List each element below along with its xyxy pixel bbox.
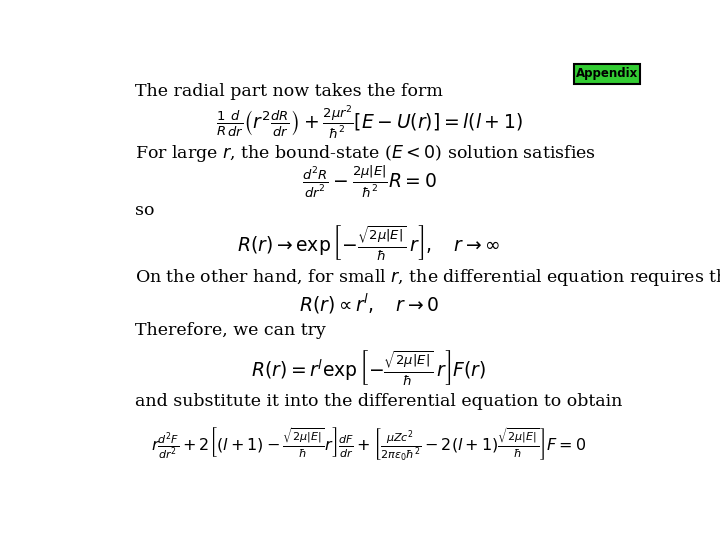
Text: For large $r$, the bound-state ($E < 0$) solution satisfies: For large $r$, the bound-state ($E < 0$)… xyxy=(135,143,595,164)
Text: $r\frac{d^2F}{dr^2} + 2\left[(l+1) - \frac{\sqrt{2\mu|E|}}{\hbar}r\right]\frac{d: $r\frac{d^2F}{dr^2} + 2\left[(l+1) - \fr… xyxy=(151,425,587,463)
Text: so: so xyxy=(135,202,154,219)
FancyBboxPatch shape xyxy=(575,64,640,84)
Text: and substitute it into the differential equation to obtain: and substitute it into the differential … xyxy=(135,393,622,410)
Text: $R(r) \propto r^l, \quad r \rightarrow 0$: $R(r) \propto r^l, \quad r \rightarrow 0… xyxy=(299,292,439,316)
Text: Therefore, we can try: Therefore, we can try xyxy=(135,322,325,339)
Text: Appendix: Appendix xyxy=(576,67,639,80)
Text: $R(r) \rightarrow \exp\left[-\frac{\sqrt{2\mu|E|}}{\hbar}\, r\right], \quad r \r: $R(r) \rightarrow \exp\left[-\frac{\sqrt… xyxy=(238,223,500,262)
Text: $\frac{d^2R}{dr^2} - \frac{2\mu|E|}{\hbar^2}R = 0$: $\frac{d^2R}{dr^2} - \frac{2\mu|E|}{\hba… xyxy=(302,164,436,200)
Text: On the other hand, for small $r$, the differential equation requires that: On the other hand, for small $r$, the di… xyxy=(135,267,720,288)
Text: $\frac{1}{R}\frac{d}{dr}\left(r^2\frac{dR}{dr}\right) + \frac{2\mu r^2}{\hbar^2}: $\frac{1}{R}\frac{d}{dr}\left(r^2\frac{d… xyxy=(215,104,523,141)
Text: $R(r) = r^l \exp\left[-\frac{\sqrt{2\mu|E|}}{\hbar}\, r\right] F(r)$: $R(r) = r^l \exp\left[-\frac{\sqrt{2\mu|… xyxy=(251,348,487,387)
Text: The radial part now takes the form: The radial part now takes the form xyxy=(135,83,443,100)
